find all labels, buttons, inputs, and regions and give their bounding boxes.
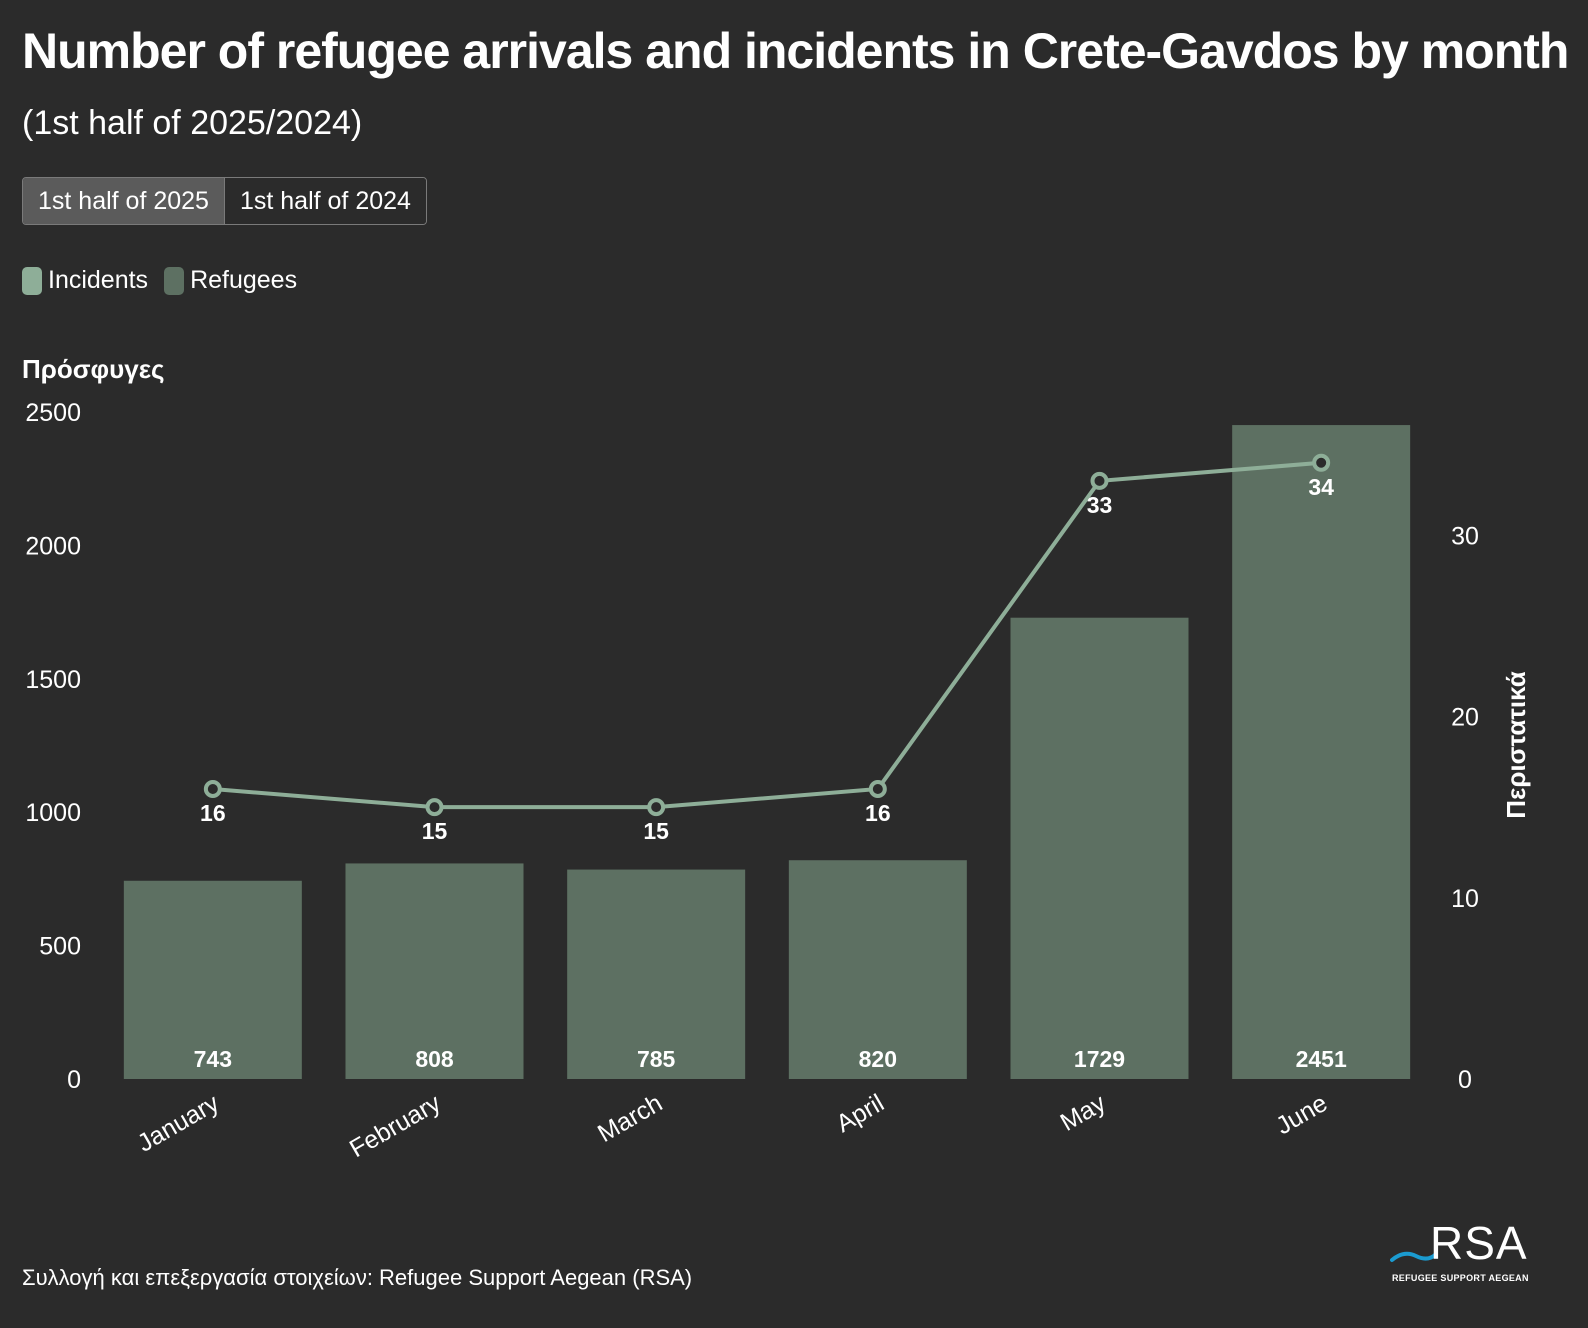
period-toggle: 1st half of 2025 1st half of 2024 [22, 177, 427, 225]
incidents-point-label: 34 [1308, 474, 1334, 500]
legend-item-refugees[interactable]: Refugees [164, 266, 297, 295]
incidents-point [203, 780, 222, 798]
refugee-bar [788, 860, 967, 1079]
incidents-line: 16 15 15 16 33 34 [200, 453, 1334, 844]
refugee-bar [567, 869, 746, 1079]
chart-legend: Incidents Refugees [22, 266, 313, 295]
y2-tick-label: 30 [1451, 522, 1479, 550]
refugee-bar-label: 1729 [1074, 1046, 1125, 1072]
legend-swatch-refugees [164, 266, 185, 295]
y-tick-label: 0 [67, 1066, 81, 1094]
legend-item-incidents[interactable]: Incidents [22, 266, 148, 295]
x-tick-label: May [1056, 1089, 1111, 1137]
x-tick-label: April [832, 1089, 889, 1138]
incidents-point-label: 15 [422, 818, 448, 844]
toggle-2024-button[interactable]: 1st half of 2024 [223, 178, 426, 224]
logo-wave-icon [1390, 1251, 1436, 1262]
chart-title: Number of refugee arrivals and incidents… [22, 23, 1569, 79]
logo-subtext: REFUGEE SUPPORT AEGEAN [1392, 1273, 1529, 1283]
incidents-line-path [212, 460, 1322, 810]
y-tick-label: 1500 [25, 666, 81, 694]
y2-tick-label: 10 [1451, 885, 1479, 913]
legend-label-refugees: Refugees [190, 266, 298, 294]
y2-tick-label: 0 [1458, 1066, 1472, 1094]
refugee-bar-label: 743 [194, 1046, 232, 1072]
refugee-bar [345, 863, 524, 1079]
legend-label-incidents: Incidents [48, 266, 149, 294]
y-axis: 0 500 1000 1500 2000 2500 [25, 399, 81, 1094]
legend-swatch-incidents [22, 266, 42, 295]
refugee-bar-label: 820 [859, 1046, 897, 1072]
refugee-bar [1010, 617, 1189, 1079]
refugee-bar [1232, 425, 1411, 1079]
y-axis-title: Πρόσφυγες [22, 354, 165, 384]
toggle-2025-button[interactable]: 1st half of 2025 [23, 178, 224, 224]
y2-axis-title: Περιστατικά [1501, 671, 1531, 819]
incidents-point-label: 16 [200, 800, 226, 826]
refugee-bars [123, 425, 1411, 1079]
refugee-bar-labels: 743 808 785 820 1729 2451 [194, 1046, 1347, 1072]
y-tick-label: 2000 [25, 532, 81, 560]
refugee-bar-label: 808 [415, 1046, 454, 1072]
y2-tick-label: 20 [1451, 704, 1479, 732]
incidents-point [425, 798, 444, 817]
incidents-point [868, 780, 887, 798]
x-tick-label: January [133, 1089, 224, 1158]
y-tick-label: 500 [39, 933, 81, 961]
x-tick-label: June [1271, 1089, 1332, 1140]
incidents-point-label: 16 [865, 800, 891, 826]
chart-subtitle: (1st half of 2025/2024) [22, 104, 363, 142]
x-axis: January February March April May June [133, 1089, 1332, 1164]
x-tick-label: February [345, 1089, 446, 1164]
refugee-bar-label: 2451 [1296, 1046, 1347, 1072]
logo-text: RSA [1430, 1217, 1528, 1269]
y2-axis: 0 10 20 30 [1451, 522, 1479, 1094]
refugee-bar-label: 785 [637, 1046, 676, 1072]
combo-chart: Πρόσφυγες Περιστατικά 0 500 1000 1500 2000 25… [22, 354, 1531, 1164]
x-tick-label: March [593, 1089, 667, 1148]
incidents-point-label: 15 [643, 818, 669, 844]
incidents-point [647, 798, 666, 817]
incidents-point-label: 33 [1087, 492, 1113, 518]
incidents-point [1312, 453, 1331, 472]
source-note: Συλλογή και επεξεργασία στοιχείων: Refug… [22, 1265, 693, 1290]
rsa-logo: RSA REFUGEE SUPPORT AEGEAN [1390, 1216, 1530, 1286]
incidents-point [1090, 471, 1109, 490]
refugee-bar [123, 880, 302, 1079]
y-tick-label: 1000 [25, 799, 81, 827]
y-tick-label: 2500 [25, 399, 81, 427]
